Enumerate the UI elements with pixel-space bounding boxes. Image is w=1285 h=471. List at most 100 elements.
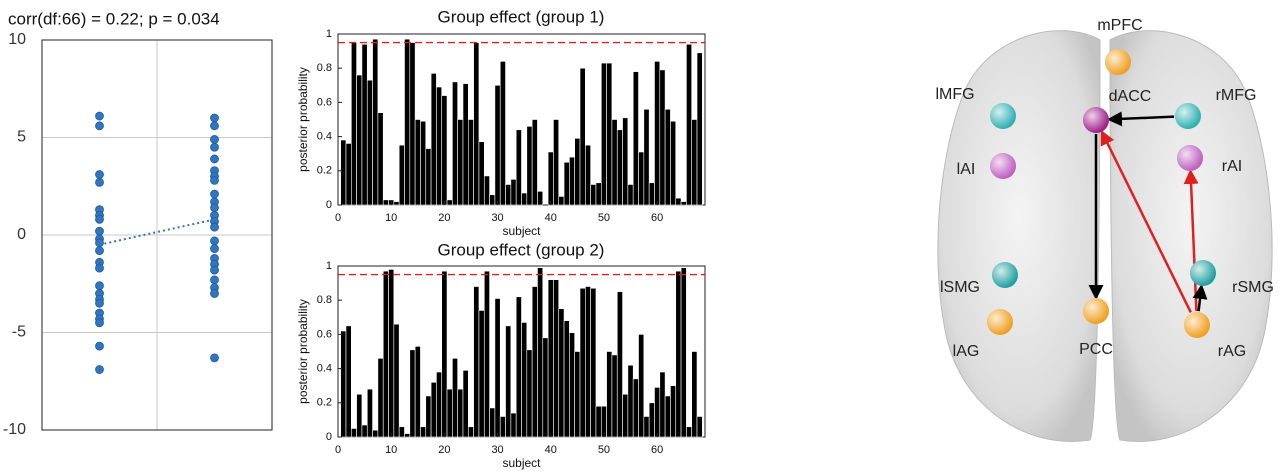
bar <box>441 95 448 206</box>
bar <box>600 405 607 438</box>
bar <box>648 182 655 206</box>
bar <box>627 184 634 206</box>
data-point <box>210 265 219 275</box>
node-label: rAI <box>1222 158 1242 175</box>
bar <box>361 424 368 438</box>
bar <box>574 138 581 206</box>
bar <box>420 426 427 438</box>
bar <box>505 325 512 438</box>
bar <box>505 184 512 206</box>
x-tick-label: 10 <box>385 444 397 456</box>
data-point <box>210 154 219 164</box>
bar <box>494 85 501 206</box>
bar <box>638 334 645 438</box>
bar <box>457 388 464 438</box>
data-point <box>95 214 104 224</box>
bar <box>542 337 549 438</box>
node-highlight <box>1184 312 1210 338</box>
bar <box>510 412 517 438</box>
chart-title: corr(df:66) = 0.22; p = 0.034 <box>8 9 220 28</box>
bar <box>632 378 639 438</box>
bar <box>616 291 623 438</box>
node-highlight <box>1190 260 1216 286</box>
x-tick-label: 60 <box>651 444 663 456</box>
x-tick-label: 20 <box>438 212 450 224</box>
bar <box>547 151 554 206</box>
bar <box>366 79 373 206</box>
bar <box>686 426 693 438</box>
bar <box>595 182 602 206</box>
connection-arrow <box>1106 111 1175 127</box>
bar <box>632 71 639 206</box>
bar <box>345 143 352 206</box>
bar <box>648 402 655 438</box>
bar <box>691 351 698 438</box>
bar <box>574 351 581 438</box>
bar <box>521 322 528 438</box>
bar <box>478 310 485 438</box>
bar <box>350 428 357 438</box>
bar <box>675 197 682 206</box>
data-point <box>210 142 219 152</box>
bar <box>478 141 485 206</box>
bar <box>558 196 565 206</box>
node-highlight <box>1083 298 1109 324</box>
data-point <box>210 275 219 285</box>
data-point <box>95 298 104 308</box>
data-point <box>210 289 219 298</box>
bar <box>622 393 629 438</box>
bar <box>452 81 458 206</box>
y-tick-label: 0.4 <box>317 131 332 143</box>
bar <box>420 120 427 206</box>
data-point <box>95 226 104 236</box>
bar <box>340 330 347 438</box>
y-tick-label: -10 <box>3 421 26 438</box>
bar <box>499 416 506 438</box>
bar <box>430 381 437 438</box>
x-tick-label: 40 <box>545 212 557 224</box>
node-label: PCC <box>1079 341 1113 358</box>
data-point <box>95 170 104 179</box>
bar <box>382 199 389 206</box>
node-label: rSMG <box>1232 279 1274 296</box>
bar <box>563 320 570 438</box>
data-point <box>210 203 219 213</box>
data-point <box>210 353 219 363</box>
brain-network: mPFC lMFG dACC rMFG lAI rAI lSMG rSMG PCC lAG rAG <box>935 17 1273 360</box>
y-axis-label: posterior probability <box>296 67 310 172</box>
data-point <box>95 281 104 291</box>
bar <box>638 151 645 206</box>
bar <box>547 279 554 438</box>
bar <box>600 62 607 206</box>
bar <box>510 179 517 206</box>
data-point <box>210 175 219 185</box>
data-point <box>210 236 219 246</box>
data-point <box>210 113 219 123</box>
data-point <box>95 177 104 187</box>
node-highlight <box>992 262 1018 288</box>
y-tick-label: 0.6 <box>317 96 332 108</box>
chart-title: Group effect (group 1) <box>438 7 605 26</box>
bar <box>441 270 448 438</box>
x-tick-label: 0 <box>335 212 341 224</box>
bar <box>393 323 400 438</box>
bar <box>414 119 421 206</box>
node-label: lAI <box>957 161 976 178</box>
x-axis-label: subject <box>502 224 541 238</box>
bar <box>654 61 661 206</box>
x-tick-label: 50 <box>598 444 610 456</box>
bar <box>569 332 575 438</box>
x-tick-label: 60 <box>651 212 663 224</box>
node-highlight <box>990 103 1016 129</box>
y-tick-label: 1 <box>326 260 332 272</box>
bar <box>468 426 474 438</box>
data-point <box>95 341 104 351</box>
bar <box>361 43 368 206</box>
data-point <box>95 246 104 256</box>
y-tick-label: 0 <box>326 431 332 443</box>
bar <box>409 42 416 206</box>
bar <box>499 61 506 206</box>
y-tick-label: 0 <box>326 199 332 211</box>
x-tick-label: 0 <box>335 444 341 456</box>
bar <box>473 286 480 438</box>
